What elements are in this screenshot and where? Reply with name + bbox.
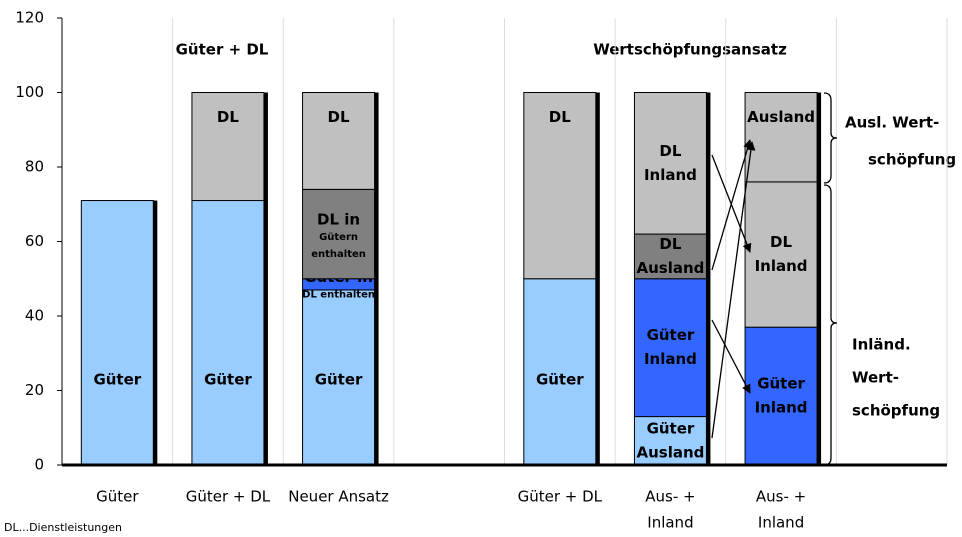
y-tick-label: 100 [15, 83, 44, 101]
annotation: Wertschöpfungsansatz [593, 41, 787, 59]
segment-label: Güter [757, 375, 805, 393]
segment-label: Inland [755, 399, 808, 417]
bar-segment [302, 188, 376, 280]
x-tick-label: Inland [758, 514, 804, 532]
y-tick-label: 120 [15, 9, 44, 27]
annotation: Wert- [852, 369, 899, 387]
annotation: schöpfung [852, 402, 940, 420]
segment-label: Güter [93, 371, 141, 389]
bar-shadow [817, 92, 822, 465]
segment-label: Güter [204, 371, 252, 389]
segment-label: DL [549, 108, 571, 126]
x-tick-label: Inland [647, 514, 693, 532]
y-tick-label: 20 [25, 381, 44, 399]
y-tick-label: 60 [25, 232, 44, 250]
annotation: Ausl. Wert- [845, 114, 939, 132]
x-tick-label: Neuer Ansatz [288, 488, 389, 506]
annotation: Güter + DL [176, 41, 269, 59]
x-tick-label: Güter [96, 488, 139, 506]
y-tick-label: 0 [34, 456, 44, 474]
arrow [711, 141, 756, 439]
segment-label: DL enthalten [302, 289, 375, 300]
segment-label: DL [659, 142, 681, 160]
bar-segment [744, 92, 818, 183]
segment-label: Güter [647, 326, 695, 344]
annotation: schöpfung [868, 151, 956, 169]
annotation: Inländ. [852, 336, 911, 354]
segment-label: Inland [644, 166, 697, 184]
decorations [711, 92, 838, 466]
bar-segment [191, 92, 265, 202]
arrow [711, 319, 751, 394]
x-tick-label: Aus- + [645, 488, 695, 506]
segment-label: Inland [644, 350, 697, 368]
bar-shadow [374, 92, 379, 465]
segment-label: Ausland [747, 108, 815, 126]
segment-label: DL [217, 108, 239, 126]
bar-segment [302, 289, 376, 466]
y-tick-label: 80 [25, 158, 44, 176]
bar-segment [302, 92, 376, 190]
segment-label: Güter [315, 371, 363, 389]
segment-label: Inland [755, 257, 808, 275]
x-tick-label: Aus- + [756, 488, 806, 506]
brace [823, 92, 838, 184]
segment-label: Ausland [636, 259, 704, 277]
segment-label: Güter [536, 371, 584, 389]
segment-label: Ausland [636, 443, 704, 461]
y-tick-label: 40 [25, 307, 44, 325]
segment-label: DL [770, 233, 792, 251]
segment-label: enthalten [311, 249, 366, 260]
segment-label: DL in [317, 211, 360, 229]
bar-segment [633, 278, 707, 418]
bar-segment [80, 200, 154, 466]
bar-segment [744, 181, 818, 328]
bar-shadow [706, 92, 711, 465]
segment-label: Güter [647, 419, 695, 437]
bar-shadow [153, 200, 158, 465]
segment-label: DL [328, 108, 350, 126]
bar-segment [633, 92, 707, 235]
x-tick-label: Güter + DL [186, 488, 271, 506]
bar-segment [523, 92, 597, 280]
bar-segment [191, 200, 265, 466]
bar-shadow [263, 92, 268, 465]
segment-label: Gütern [319, 232, 358, 243]
bar-segment [523, 278, 597, 466]
brace [823, 184, 838, 466]
bar-segment [744, 326, 818, 466]
bar-segment [633, 233, 707, 280]
bar-shadow [595, 92, 600, 465]
segment-label: DL [659, 235, 681, 253]
x-tick-label: Güter + DL [518, 488, 603, 506]
arrow [711, 139, 753, 271]
footnote: DL...Dienstleistungen [4, 521, 122, 534]
